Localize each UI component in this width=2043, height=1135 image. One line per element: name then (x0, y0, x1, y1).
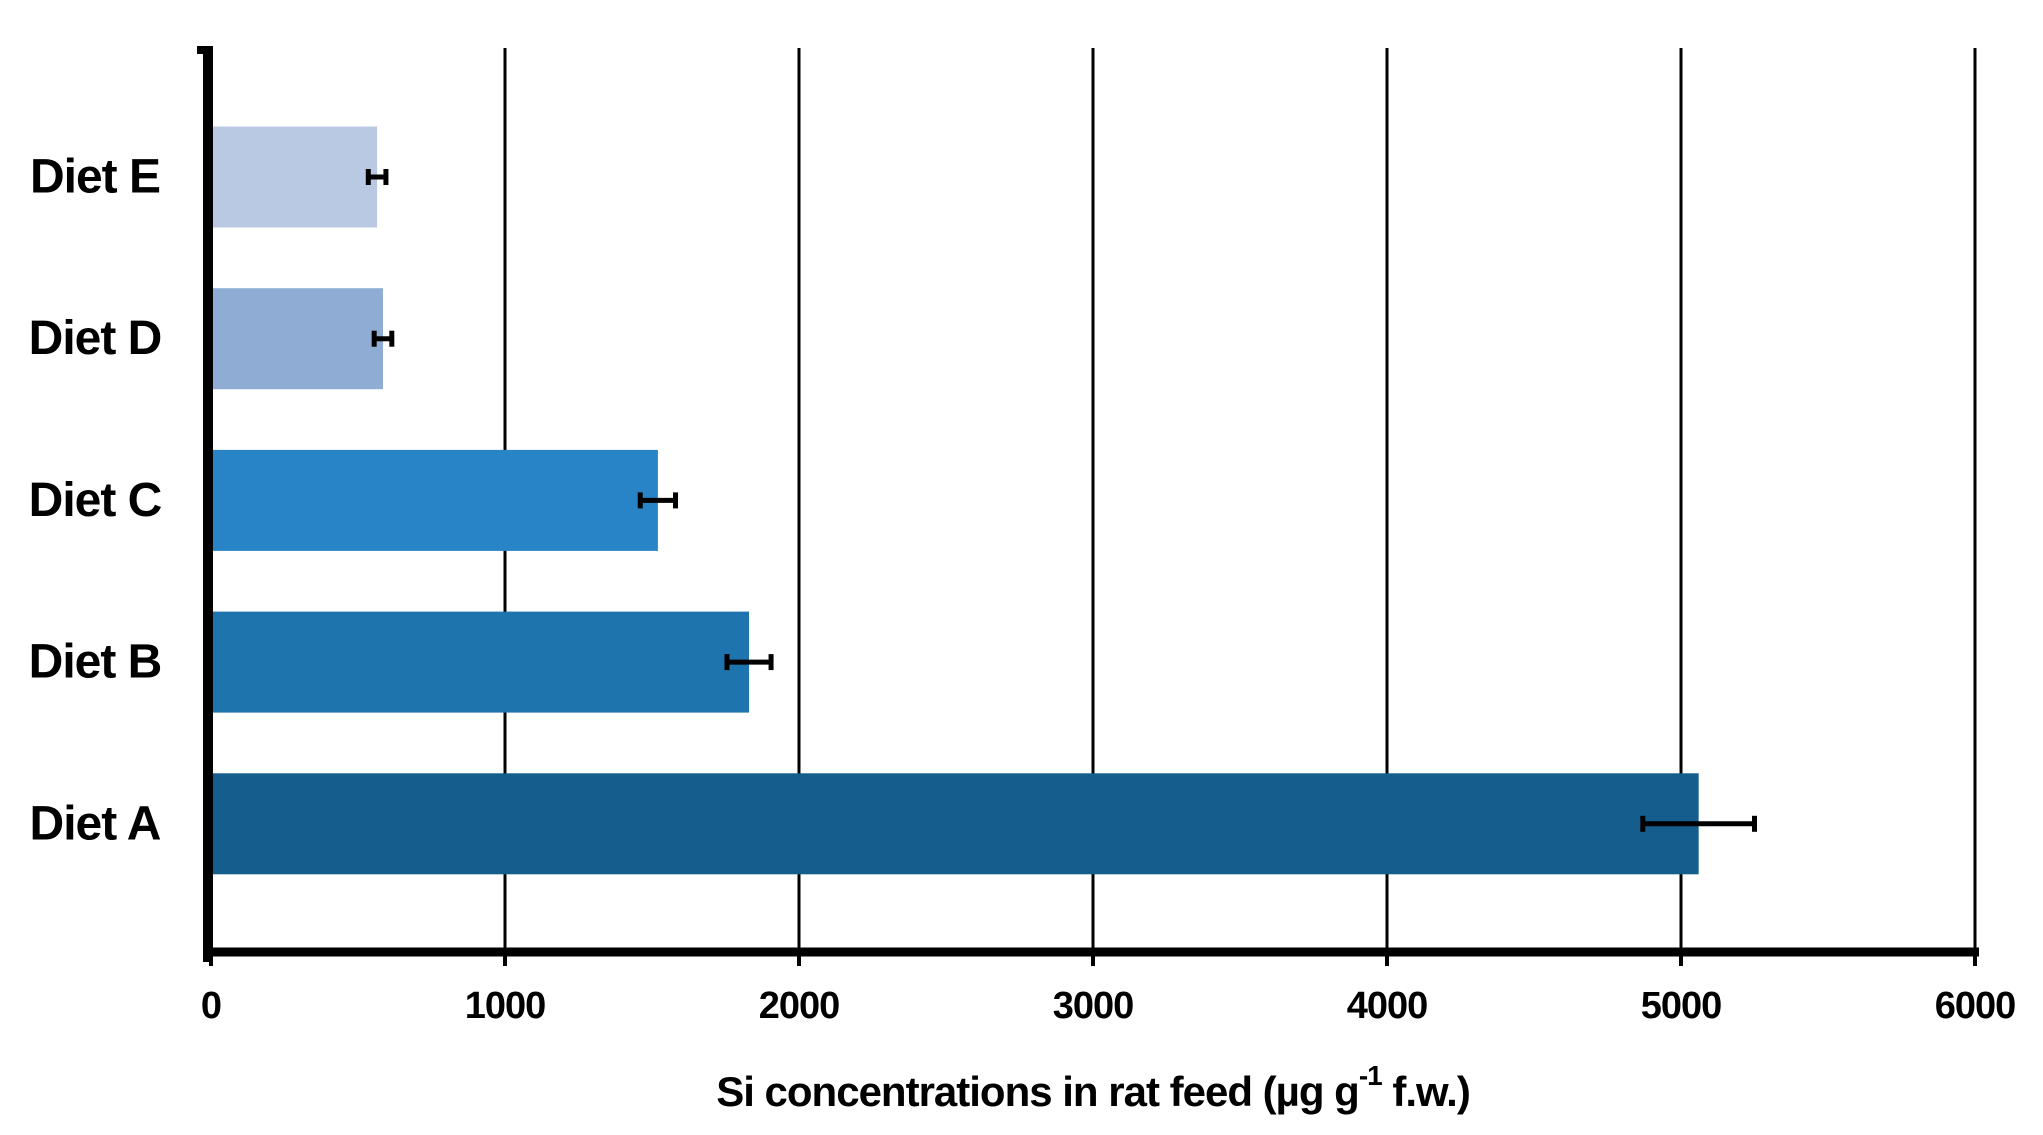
x-tick-label-0: 0 (201, 985, 221, 1027)
bar-diet-c (213, 449, 658, 551)
bar-diet-b (213, 611, 750, 713)
y-axis-top-tick (197, 46, 213, 54)
bar-diet-e (213, 126, 378, 228)
x-tick-label-2000: 2000 (759, 985, 840, 1027)
x-axis-title: Si concentrations in rat feed (µg g-1 f.… (716, 1060, 1470, 1115)
category-label-diet-a: Diet A (30, 797, 161, 850)
x-tick-label-1000: 1000 (465, 985, 546, 1027)
category-label-diet-e: Diet E (30, 151, 160, 204)
x-tick-label-6000: 6000 (1935, 985, 2016, 1027)
bar-diet-d (213, 288, 383, 390)
category-label-diet-c: Diet C (29, 474, 162, 527)
x-tick-label-4000: 4000 (1347, 985, 1428, 1027)
x-tick-label-5000: 5000 (1641, 985, 1722, 1027)
category-label-diet-d: Diet D (29, 312, 162, 365)
x-tick-label-3000: 3000 (1053, 985, 1134, 1027)
category-label-diet-b: Diet B (29, 636, 162, 689)
bar-diet-a (213, 773, 1699, 875)
